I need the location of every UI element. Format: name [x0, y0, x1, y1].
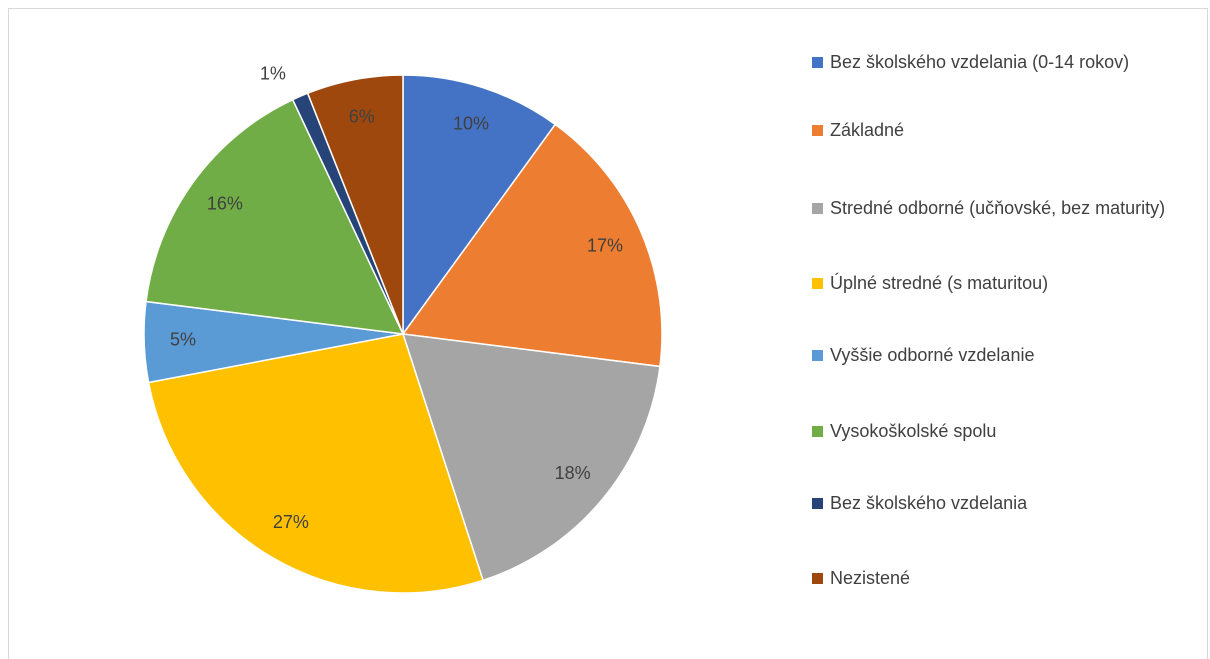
legend-item: Stredné odborné (učňovské, bez maturity) — [812, 194, 1192, 223]
legend-swatch — [812, 350, 823, 361]
legend-label: Úplné stredné (s maturitou) — [830, 273, 1049, 293]
pie-slice — [402, 74, 557, 337]
legend-item: Vyššie odborné vzdelanie — [812, 341, 1192, 370]
pie-slice — [401, 123, 663, 368]
data-label: 18% — [555, 463, 591, 483]
data-label: 27% — [273, 512, 309, 532]
legend-item: Základné — [812, 116, 1192, 145]
legend-swatch — [812, 498, 823, 509]
chart-border — [8, 8, 1208, 659]
legend-label: Bez školského vzdelania (0-14 rokov) — [830, 52, 1130, 72]
legend-swatch — [812, 426, 823, 437]
legend-label: Základné — [830, 120, 905, 140]
data-label: 1% — [260, 64, 286, 84]
legend-swatch — [812, 125, 823, 136]
legend-label: Nezistené — [830, 568, 911, 588]
legend-label: Stredné odborné (učňovské, bez maturity) — [830, 198, 1166, 218]
legend-label: Vysokoškolské spolu — [830, 421, 997, 441]
legend-swatch — [812, 278, 823, 289]
pie-slice — [306, 74, 404, 335]
pie-slice — [401, 333, 661, 582]
data-label: 16% — [207, 193, 243, 213]
data-label: 5% — [170, 330, 196, 350]
data-label: 10% — [453, 113, 489, 133]
legend-label: Bez školského vzdelania — [830, 493, 1028, 513]
legend-item: Vysokoškolské spolu — [812, 417, 1192, 446]
pie-slice — [145, 98, 405, 335]
pie-slice — [147, 333, 484, 594]
legend-swatch — [812, 573, 823, 584]
data-label: 17% — [587, 235, 623, 255]
legend-label: Vyššie odborné vzdelanie — [830, 345, 1035, 365]
legend-item: Bez školského vzdelania — [812, 489, 1192, 518]
legend-item: Bez školského vzdelania (0-14 rokov) — [812, 48, 1192, 77]
legend-item: Úplné stredné (s maturitou) — [812, 269, 1192, 298]
data-label: 6% — [349, 106, 375, 126]
legend-swatch — [812, 57, 823, 68]
legend-item: Nezistené — [812, 564, 1192, 593]
legend-swatch — [812, 203, 823, 214]
